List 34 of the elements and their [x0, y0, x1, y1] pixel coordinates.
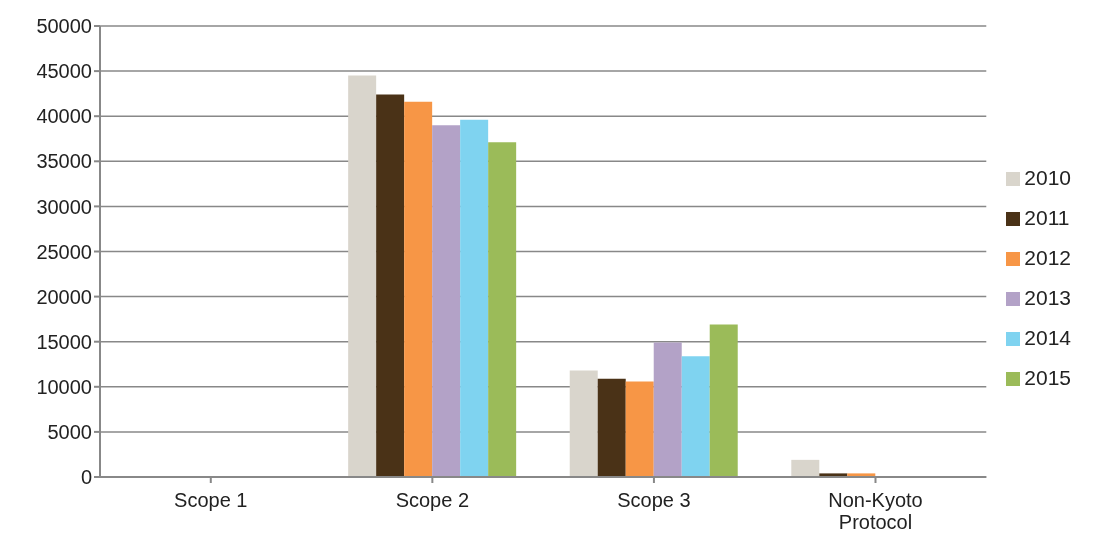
- bar: [376, 94, 405, 477]
- legend-label: 2015: [1024, 365, 1071, 389]
- legend-label: 2012: [1024, 245, 1071, 269]
- legend-label: 2011: [1024, 205, 1070, 229]
- x-tick-label: Scope 1: [174, 489, 248, 511]
- bar: [460, 119, 489, 477]
- legend-label: 2014: [1024, 325, 1071, 349]
- y-tick-label: 30000: [36, 195, 92, 218]
- y-tick-label: 50000: [36, 15, 92, 38]
- y-tick-label: 15000: [36, 330, 92, 353]
- bar: [348, 75, 377, 477]
- bar: [653, 342, 682, 477]
- y-tick-label: 25000: [36, 240, 92, 263]
- bar: [404, 101, 433, 477]
- y-tick-label: 5000: [47, 421, 92, 443]
- bar: [488, 142, 517, 477]
- y-tick-label: 0: [80, 466, 92, 489]
- y-tick-label: 45000: [36, 60, 92, 83]
- y-tick-label: 40000: [36, 105, 92, 128]
- y-tick-label: 20000: [36, 285, 92, 308]
- x-tick-label: Scope 2: [395, 489, 470, 511]
- bar: [432, 125, 461, 477]
- bar: [709, 324, 738, 477]
- bar: [569, 370, 598, 477]
- legend-label: 2010: [1024, 165, 1071, 189]
- bar: [791, 459, 820, 477]
- y-tick-label: 10000: [36, 375, 92, 398]
- x-tick-label: Scope 3: [617, 489, 691, 511]
- y-tick-label: 35000: [36, 150, 92, 173]
- bar: [681, 356, 710, 477]
- x-tick-label: Non-Kyoto Protocol: [828, 489, 923, 533]
- legend-label: 2013: [1024, 285, 1071, 309]
- bar: [597, 378, 626, 477]
- bar: [625, 381, 654, 477]
